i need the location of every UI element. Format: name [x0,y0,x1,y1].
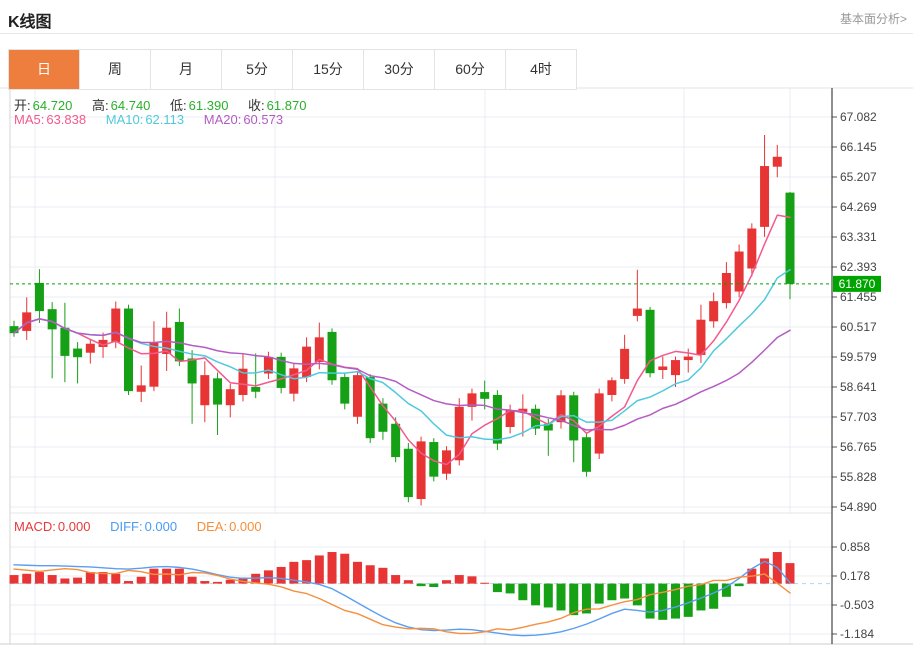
svg-text:58.641: 58.641 [840,380,877,394]
tab-day[interactable]: 日 [9,50,80,89]
tab-5min[interactable]: 5分 [222,50,293,89]
ma-legend: MA5: 63.838 MA10: 62.113 MA20: 60.573 [14,112,285,127]
close-value: 61.870 [266,98,307,113]
svg-text:-1.184: -1.184 [840,627,874,641]
dea-value: 0.000 [229,519,262,534]
title-divider [0,33,913,34]
svg-text:57.703: 57.703 [840,410,877,424]
ma5-label: MA5: [14,112,45,127]
open-value: 64.720 [32,98,73,113]
ohlc-legend: 开: 64.720 高: 64.740 低: 61.390 收: 61.870 [14,95,308,114]
svg-text:60.517: 60.517 [840,320,877,334]
high-value: 64.740 [110,98,151,113]
svg-text:61.455: 61.455 [840,290,877,304]
period-tabbar: 日 周 月 5分 15分 30分 60分 4时 [8,49,577,90]
svg-text:0.178: 0.178 [840,569,870,583]
tab-15min[interactable]: 15分 [293,50,364,89]
svg-text:67.082: 67.082 [840,110,877,124]
page-title: K线图 [8,14,52,31]
svg-text:54.890: 54.890 [840,500,877,514]
ma5-value: 63.838 [46,112,87,127]
open-label: 开: [14,98,31,113]
svg-text:62.393: 62.393 [840,260,877,274]
svg-text:66.145: 66.145 [840,140,877,154]
tab-month[interactable]: 月 [151,50,222,89]
high-label: 高: [92,98,109,113]
ma20-label: MA20: [203,112,242,127]
low-label: 低: [170,98,187,113]
svg-text:0.858: 0.858 [840,540,870,554]
low-value: 61.390 [188,98,229,113]
ma10-label: MA10: [105,112,144,127]
fundamental-analysis-link[interactable]: 基本面分析> [839,12,907,26]
close-label: 收: [248,98,265,113]
svg-text:63.331: 63.331 [840,230,877,244]
macd-label: MACD: [14,519,56,534]
tab-week[interactable]: 周 [80,50,151,89]
macd-value: 0.000 [57,519,91,534]
svg-text:59.579: 59.579 [840,350,877,364]
svg-text:55.828: 55.828 [840,470,877,484]
ma10-value: 62.113 [145,112,185,127]
tab-4hour[interactable]: 4时 [506,50,576,89]
svg-text:61.870: 61.870 [839,277,876,291]
tab-60min[interactable]: 60分 [435,50,506,89]
diff-value: 0.000 [144,519,178,534]
ma20-value: 60.573 [243,112,284,127]
svg-text:64.269: 64.269 [840,200,877,214]
macd-legend: MACD: 0.000 DIFF: 0.000 DEA: 0.000 [14,519,264,534]
dea-label: DEA: [196,519,228,534]
tab-30min[interactable]: 30分 [364,50,435,89]
macd-legend-strip [11,514,831,540]
diff-label: DIFF: [110,519,143,534]
svg-text:-0.503: -0.503 [840,598,874,612]
svg-text:56.765: 56.765 [840,440,877,454]
svg-text:65.207: 65.207 [840,170,877,184]
